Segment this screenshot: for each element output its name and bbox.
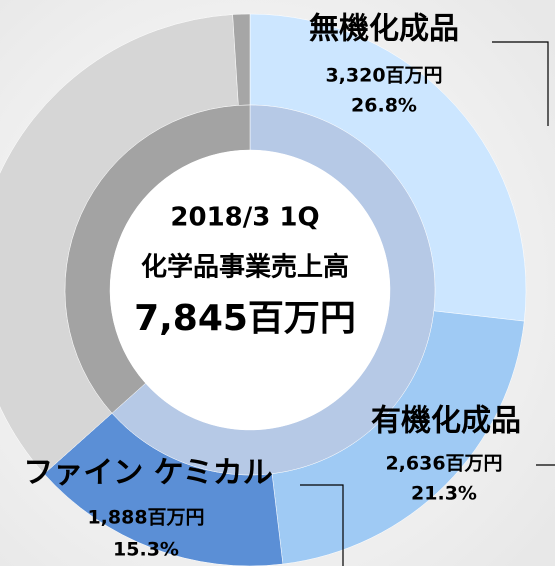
segment-amount: 3,320百万円 [325,65,442,87]
segment-amount: 1,888百万円 [87,507,204,529]
center-period: 2018/3 1Q [170,203,319,233]
segment-percent: 26.8% [351,95,417,117]
segment-name: 無機化成品 [309,12,459,47]
center-caption: 化学品事業売上高 [141,252,349,283]
donut-hole [110,150,390,430]
segment-amount: 2,636百万円 [385,453,502,475]
segment-percent: 15.3% [113,539,179,561]
leader-line [300,484,344,566]
segment-name: ファイン ケミカル [23,456,273,491]
leader-line [492,41,549,126]
rings [0,13,527,566]
segment-name: 有機化成品 [371,404,521,439]
segment-percent: 21.3% [411,483,477,505]
center-total: 7,845百万円 [134,298,356,339]
